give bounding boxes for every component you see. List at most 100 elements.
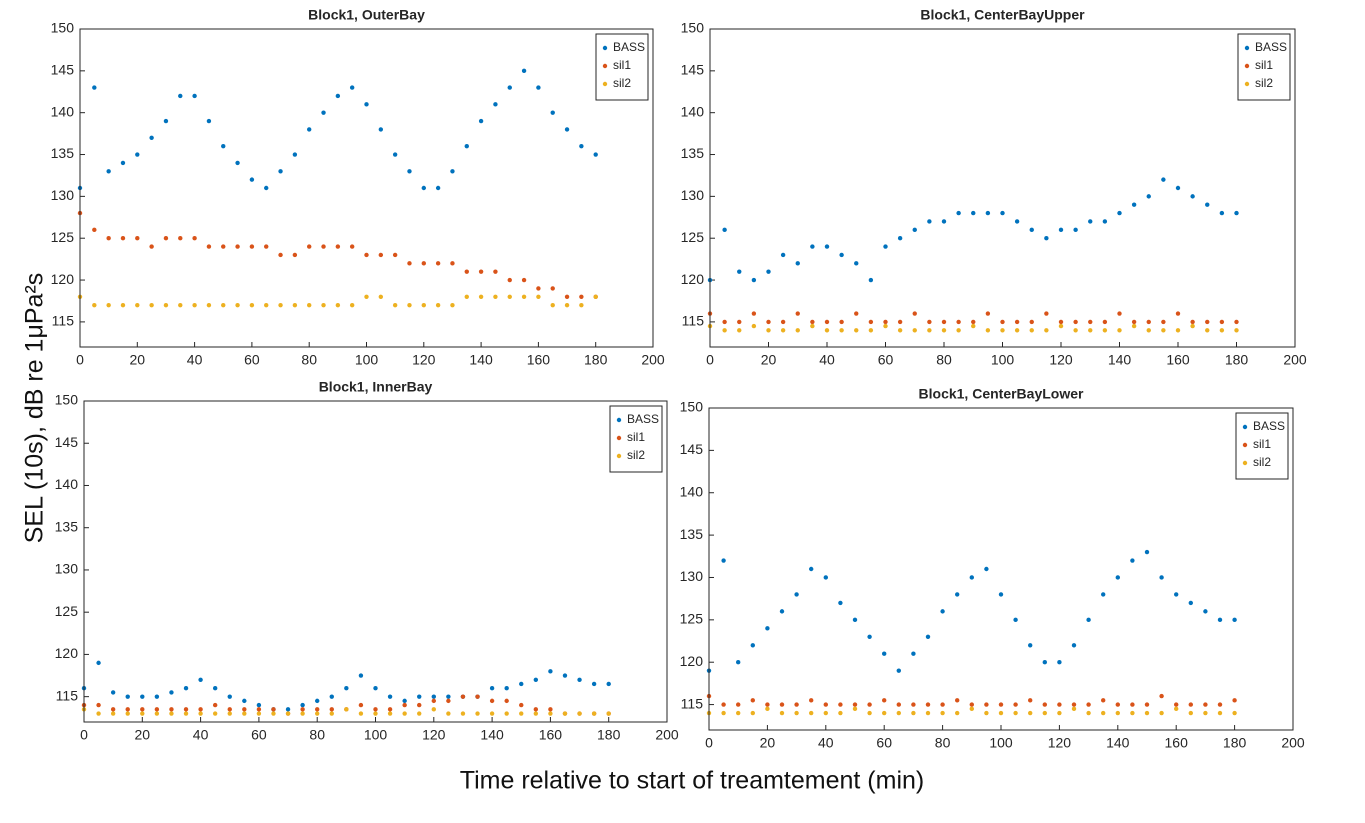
data-point xyxy=(839,328,844,333)
data-point xyxy=(478,118,484,124)
data-point xyxy=(96,711,101,716)
data-point xyxy=(1088,328,1093,333)
data-point xyxy=(1014,219,1020,224)
data-point xyxy=(169,690,174,695)
data-point xyxy=(198,677,203,682)
x-tick-label: 60 xyxy=(244,352,260,368)
data-point xyxy=(221,143,226,149)
data-point xyxy=(1057,702,1062,707)
data-point xyxy=(364,252,369,258)
data-point xyxy=(1086,702,1091,707)
data-point xyxy=(278,169,283,174)
x-tick-label: 200 xyxy=(1283,352,1307,368)
y-tick-label: 125 xyxy=(681,229,705,245)
data-point xyxy=(392,252,398,258)
data-point xyxy=(464,294,469,299)
x-tick-label: 80 xyxy=(309,727,325,743)
data-point xyxy=(751,323,757,329)
data-point xyxy=(721,710,726,716)
data-point xyxy=(533,707,539,712)
data-point xyxy=(120,160,126,166)
data-point xyxy=(140,707,145,712)
data-point xyxy=(852,702,858,707)
x-tick-label: 140 xyxy=(1106,735,1130,751)
data-point xyxy=(984,566,989,572)
data-point xyxy=(1205,319,1210,325)
data-point xyxy=(1217,710,1223,716)
data-point xyxy=(1029,328,1034,333)
data-point xyxy=(407,261,412,266)
data-point xyxy=(1014,328,1020,333)
y-tick-label: 120 xyxy=(51,271,75,287)
data-point xyxy=(475,711,480,716)
data-point xyxy=(883,244,888,249)
data-point xyxy=(349,244,355,249)
data-point xyxy=(256,711,262,716)
data-point xyxy=(1073,328,1078,333)
data-point xyxy=(1117,311,1122,316)
data-point xyxy=(593,294,598,299)
data-point xyxy=(110,707,116,712)
data-point xyxy=(450,261,455,266)
chart-title: Block1, OuterBay xyxy=(308,7,425,23)
y-tick-label: 145 xyxy=(55,434,79,450)
data-point xyxy=(577,711,582,716)
data-point xyxy=(96,702,101,708)
data-point xyxy=(548,669,553,674)
data-point xyxy=(1175,185,1181,191)
data-point xyxy=(1175,311,1181,316)
data-point xyxy=(867,634,872,639)
x-tick-label: 100 xyxy=(355,352,379,368)
data-point xyxy=(1058,227,1064,233)
data-point xyxy=(300,707,305,712)
data-point xyxy=(242,707,247,712)
data-point xyxy=(378,127,384,132)
data-point xyxy=(493,269,498,274)
x-tick-label: 0 xyxy=(706,352,714,368)
data-point xyxy=(1101,592,1106,597)
data-point xyxy=(985,311,991,316)
legend-label: sil1 xyxy=(613,58,631,72)
data-point xyxy=(154,707,160,712)
axes-frame xyxy=(708,407,1294,731)
data-point xyxy=(1000,210,1005,216)
y-tick-label: 130 xyxy=(51,187,75,203)
data-point xyxy=(321,110,326,115)
data-point xyxy=(387,694,393,699)
data-point xyxy=(1188,600,1194,606)
data-point xyxy=(475,694,480,699)
y-tick-label: 120 xyxy=(681,271,705,287)
data-point xyxy=(550,302,555,308)
data-point xyxy=(256,707,262,712)
y-tick-label: 150 xyxy=(681,20,705,36)
data-point xyxy=(896,702,901,707)
data-point xyxy=(154,694,160,699)
data-point xyxy=(206,118,212,124)
data-point xyxy=(378,294,384,299)
data-point xyxy=(867,702,872,707)
legend-marker xyxy=(1244,63,1250,69)
data-point xyxy=(838,600,843,606)
data-point xyxy=(178,302,183,308)
legend-label: sil1 xyxy=(1255,58,1273,72)
data-point xyxy=(579,294,584,299)
legend-label: sil2 xyxy=(1253,455,1271,469)
data-point xyxy=(407,302,412,308)
data-point xyxy=(421,261,426,266)
data-point xyxy=(1071,643,1077,648)
data-point xyxy=(1102,219,1108,224)
x-tick-label: 20 xyxy=(761,352,777,368)
data-point xyxy=(478,269,484,274)
data-point xyxy=(292,252,298,258)
legend-marker xyxy=(1242,442,1248,448)
data-point xyxy=(1101,710,1106,716)
data-point xyxy=(548,711,553,716)
data-point xyxy=(307,302,312,308)
x-tick-label: 180 xyxy=(584,352,608,368)
x-tick-label: 200 xyxy=(655,727,679,743)
data-point xyxy=(912,227,917,233)
legend-label: sil2 xyxy=(613,76,631,90)
data-point xyxy=(106,236,111,241)
x-tick-label: 200 xyxy=(1281,735,1305,751)
